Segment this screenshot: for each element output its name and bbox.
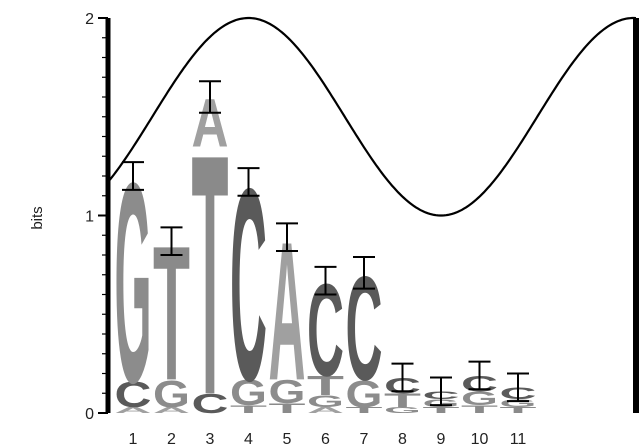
- error-bar: [160, 226, 183, 256]
- logo-letter-T: T: [192, 84, 229, 448]
- logo-letter-A: A: [307, 406, 344, 415]
- overlay-curve: [107, 16, 637, 217]
- y-axis-title: bits: [29, 206, 46, 229]
- svg-text:G: G: [346, 373, 383, 416]
- logo-letter-T: T: [269, 401, 306, 416]
- logo-letter-G: G: [346, 373, 383, 416]
- error-bars: [122, 80, 529, 407]
- error-bar: [199, 80, 221, 114]
- error-bar: [237, 167, 260, 197]
- svg-text:C: C: [192, 388, 229, 419]
- x-tick-label: 9: [437, 431, 446, 448]
- svg-text:A: A: [115, 406, 152, 415]
- logo-letter-A: A: [115, 406, 152, 415]
- logo-letter-A: A: [153, 406, 190, 415]
- logo-letter-T: T: [346, 406, 383, 415]
- logo-letter-T: T: [307, 370, 344, 401]
- y-tick-label: 0: [85, 406, 94, 423]
- x-tick-label: 2: [167, 431, 176, 448]
- svg-text:G: G: [384, 406, 421, 415]
- svg-text:G: G: [461, 388, 498, 410]
- x-tick-label: 11: [510, 431, 527, 448]
- x-tick-label: 6: [321, 431, 330, 448]
- svg-text:G: G: [153, 373, 190, 416]
- error-bar: [391, 362, 414, 393]
- logo-letter-G: G: [230, 373, 267, 413]
- error-bar: [468, 360, 491, 391]
- y-axis-ticks: 0 1 2: [85, 11, 108, 423]
- x-tick-label: 1: [129, 431, 138, 448]
- svg-text:G: G: [269, 373, 306, 410]
- error-bar: [314, 265, 337, 296]
- logo-letter-T: T: [500, 406, 537, 415]
- svg-text:T: T: [269, 401, 306, 416]
- y-tick-label: 1: [85, 209, 94, 226]
- logo-letter-G: G: [307, 392, 344, 411]
- logo-letter-G: G: [153, 373, 190, 416]
- x-tick-label: 10: [471, 431, 489, 448]
- svg-text:T: T: [500, 406, 537, 415]
- svg-text:A: A: [307, 406, 344, 415]
- logo-letter-T: T: [384, 390, 421, 412]
- svg-text:T: T: [346, 406, 383, 415]
- logo-letter-T: T: [230, 403, 268, 415]
- error-bar: [122, 161, 144, 191]
- y-tick-label: 2: [85, 11, 94, 28]
- x-tick-label: 4: [244, 431, 253, 448]
- logo-letter-T: T: [461, 403, 499, 415]
- svg-text:G: G: [230, 373, 267, 413]
- logo-letter-C: C: [115, 376, 152, 416]
- x-tick-label: 5: [283, 431, 292, 448]
- svg-text:T: T: [423, 406, 460, 415]
- svg-text:T: T: [384, 390, 421, 412]
- svg-text:G: G: [307, 392, 344, 411]
- error-bar: [353, 255, 375, 290]
- logo-letter-T: T: [423, 406, 460, 415]
- svg-text:A: A: [153, 406, 190, 415]
- logo-letter-G: G: [269, 373, 306, 410]
- x-tick-label: 8: [398, 431, 407, 448]
- svg-text:T: T: [307, 370, 344, 401]
- svg-text:C: C: [115, 376, 152, 416]
- svg-text:T: T: [230, 403, 268, 415]
- x-tick-label: 7: [360, 431, 369, 448]
- svg-text:T: T: [192, 84, 229, 448]
- svg-text:T: T: [461, 403, 499, 415]
- logo-letter-G: G: [384, 406, 421, 415]
- logo-letter-C: C: [192, 388, 229, 419]
- error-bar: [430, 376, 452, 407]
- x-tick-label: 3: [206, 431, 215, 448]
- logo-letter-G: G: [461, 388, 498, 410]
- letter-stacks: ACGAGTCTATGCTGAAGTCTGCGTCTGCTGCTGC: [115, 84, 537, 448]
- x-axis-labels: 1 2 3 4 5 6 7 8 9 10 11: [129, 431, 527, 448]
- error-bar: [507, 372, 529, 403]
- error-bar: [276, 222, 298, 253]
